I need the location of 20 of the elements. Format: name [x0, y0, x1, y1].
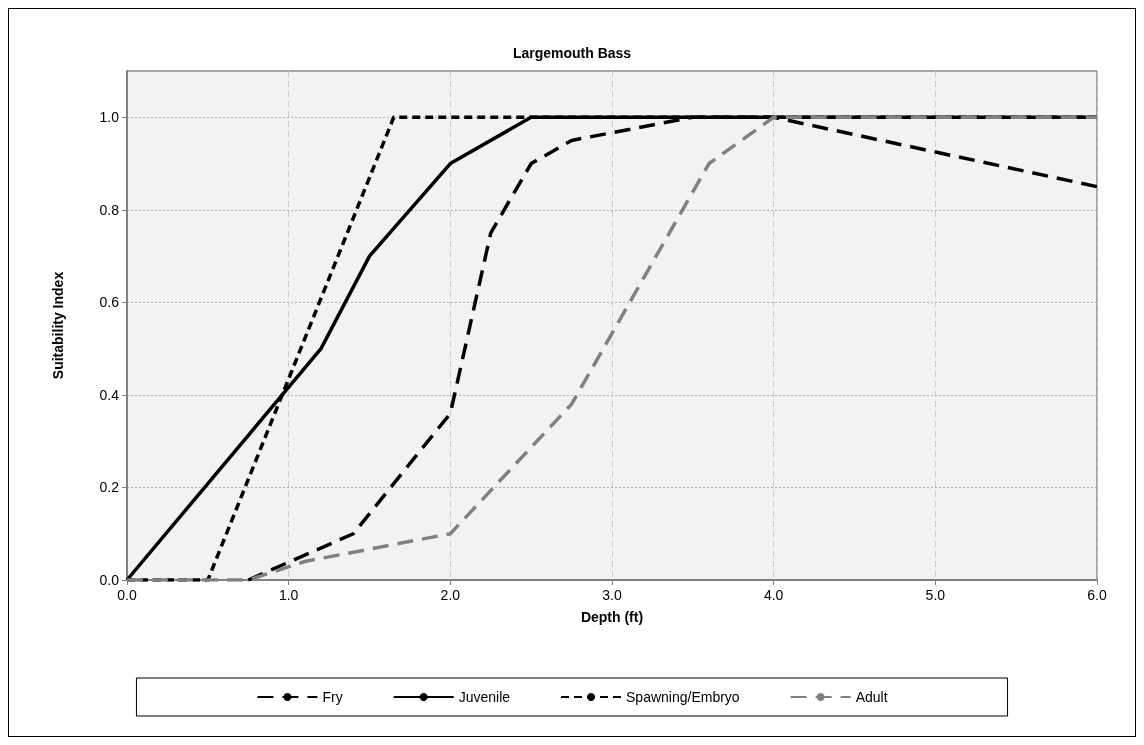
- y-tick-label: 0.2: [99, 479, 120, 496]
- legend-label: Spawning/Embryo: [626, 689, 740, 705]
- y-tick-label: 0.4: [99, 386, 120, 403]
- x-tick-label: 2.0: [440, 587, 461, 603]
- y-axis-title: Suitability Index: [50, 271, 66, 380]
- x-tick-label: 6.0: [1087, 587, 1107, 603]
- x-tick-label: 4.0: [763, 587, 784, 603]
- y-tick-label: 0.0: [99, 572, 120, 588]
- x-tick-label: 5.0: [925, 587, 946, 603]
- y-tick-label: 0.6: [99, 294, 120, 311]
- legend-label: Juvenile: [458, 689, 511, 705]
- chart-title: Largemouth Bass: [512, 45, 632, 61]
- x-tick-label: 1.0: [278, 587, 299, 603]
- x-tick-label: 0.0: [117, 587, 137, 603]
- x-axis-title: Depth (ft): [580, 609, 644, 625]
- legend-label: Fry: [322, 689, 343, 705]
- y-tick-label: 0.8: [99, 201, 120, 218]
- x-tick-label: 3.0: [602, 587, 622, 603]
- legend-label: Adult: [855, 689, 888, 705]
- y-tick-label: 1.0: [99, 109, 120, 126]
